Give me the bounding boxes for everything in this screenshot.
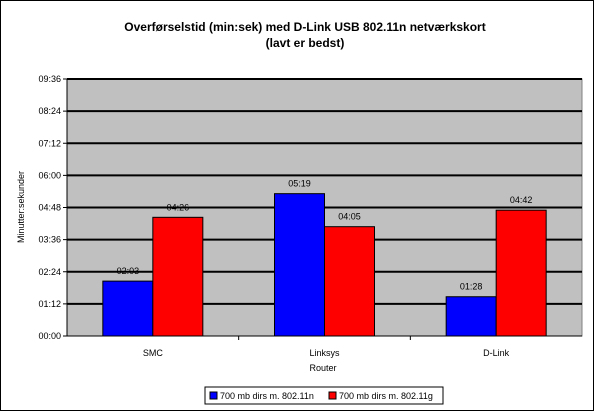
y-tick-label: 09:36 [38,74,61,84]
bar [102,280,154,337]
y-tick-label: 06:00 [38,170,61,180]
y-tick-label: 08:24 [38,106,61,116]
legend-label: 700 mb dirs m. 802.11n [220,391,314,401]
legend-label: 700 mb dirs m. 802.11g [339,391,433,401]
data-label: 04:05 [338,212,361,222]
y-tick-label: 01:12 [38,299,61,309]
data-label: 05:19 [288,179,311,189]
y-tick-label: 00:00 [38,331,61,341]
y-tick-label: 04:48 [38,203,61,213]
x-tick-label: Linksys [309,348,340,358]
bar [152,216,204,337]
y-tick-label: 02:24 [38,267,61,277]
bar [495,209,547,337]
legend-swatch [328,391,337,400]
data-label: 04:26 [167,202,190,212]
data-label: 02:03 [117,266,140,276]
legend: 700 mb dirs m. 802.11n 700 mb dirs m. 802… [204,386,444,405]
y-axis-title: Minutter:sekunder [16,171,26,243]
y-tick-label: 03:36 [38,235,61,245]
legend-swatch [209,391,218,400]
bar [274,193,325,337]
y-tick-label: 07:12 [38,138,61,148]
chart-title-line2: (lavt er bedst) [266,36,345,50]
chart-title-line1: Overførselstid (min:sek) med D-Link USB … [124,20,485,34]
x-tick-label: SMC [143,348,164,358]
data-label: 01:28 [460,282,483,292]
legend-box [204,386,444,405]
bar [445,296,497,337]
x-tick-label: D-Link [483,348,510,358]
bar [324,226,375,337]
data-label: 04:42 [510,195,533,205]
x-axis-title: Router [309,363,336,373]
